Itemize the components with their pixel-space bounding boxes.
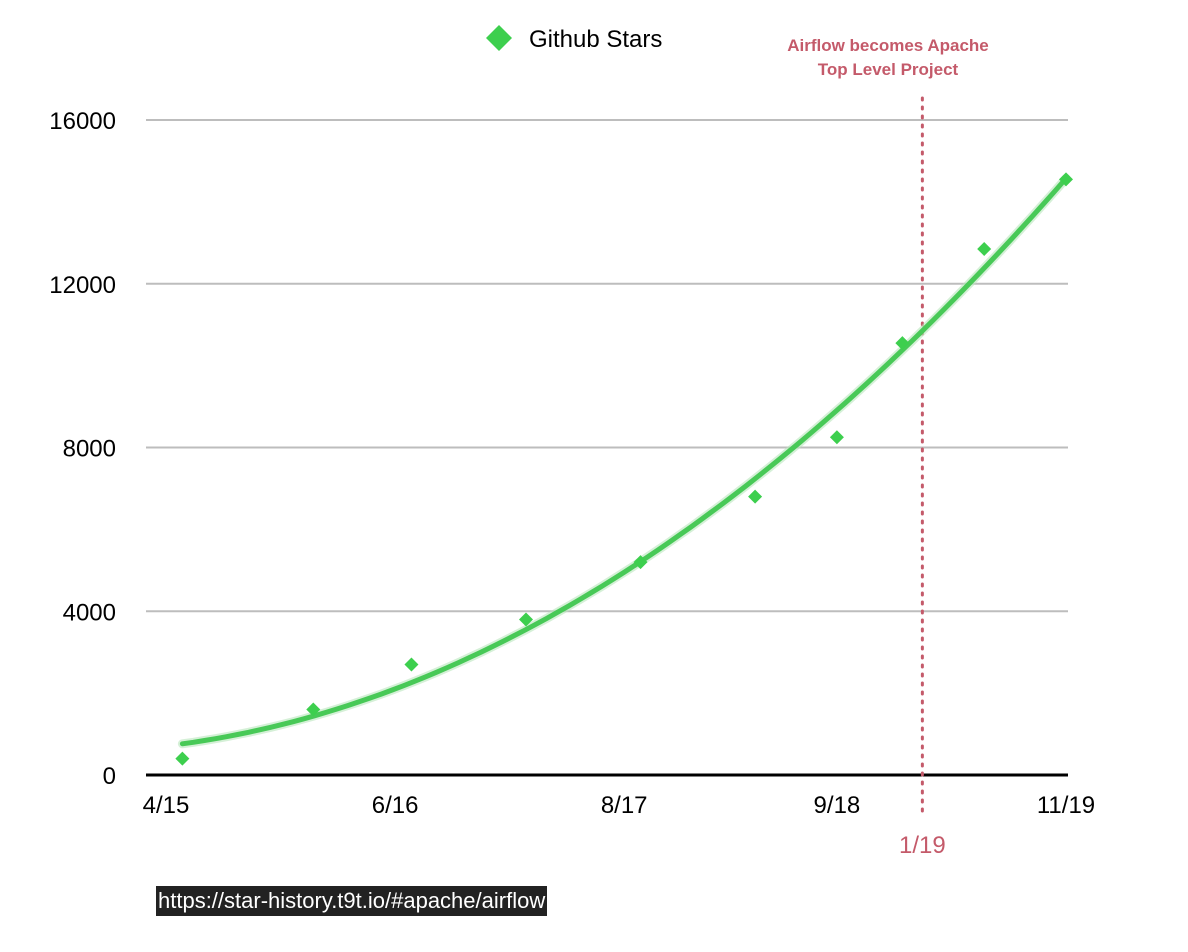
data-point-diamond bbox=[175, 751, 190, 766]
data-point-diamond bbox=[748, 489, 763, 504]
x-tick-label: 9/18 bbox=[814, 792, 861, 819]
trendline-shadow bbox=[177, 173, 1071, 749]
annotation-label: Airflow becomes Apache bbox=[787, 36, 989, 55]
y-tick-label: 0 bbox=[103, 763, 116, 790]
annotation-label: Top Level Project bbox=[818, 60, 959, 79]
source-link[interactable]: https://star-history.t9t.io/#apache/airf… bbox=[156, 886, 548, 916]
data-point-diamond bbox=[633, 555, 648, 570]
trendline-path bbox=[179, 175, 1069, 747]
x-tick-label: 11/19 bbox=[1037, 792, 1095, 819]
annotation-date-label: 1/19 bbox=[899, 832, 946, 859]
data-point-diamond bbox=[895, 336, 910, 351]
legend: Github Stars bbox=[486, 25, 662, 53]
legend-label: Github Stars bbox=[529, 26, 662, 53]
x-tick-label: 4/15 bbox=[143, 792, 190, 819]
x-tick-label: 8/17 bbox=[601, 792, 648, 819]
x-tick-labels: 4/15 6/16 8/17 9/18 11/19 bbox=[143, 792, 1096, 819]
y-tick-label: 4000 bbox=[63, 599, 116, 626]
y-tick-label: 12000 bbox=[49, 272, 116, 299]
y-tick-labels: 0 4000 8000 12000 16000 bbox=[49, 108, 116, 790]
data-point-diamond bbox=[1059, 172, 1073, 187]
data-point-diamond bbox=[404, 657, 419, 672]
trendline bbox=[177, 173, 1071, 749]
annotation: Airflow becomes Apache Top Level Project 1… bbox=[787, 36, 989, 859]
y-tick-label: 16000 bbox=[49, 108, 116, 135]
data-point-diamond bbox=[306, 702, 321, 717]
data-point-diamond bbox=[519, 612, 533, 627]
data-point-diamond bbox=[977, 241, 992, 256]
data-point-diamond bbox=[829, 430, 844, 445]
y-tick-label: 8000 bbox=[63, 436, 116, 463]
gridlines bbox=[146, 119, 1068, 613]
legend-marker-diamond bbox=[486, 25, 512, 51]
x-tick-label: 6/16 bbox=[372, 792, 419, 819]
data-points bbox=[175, 172, 1073, 766]
